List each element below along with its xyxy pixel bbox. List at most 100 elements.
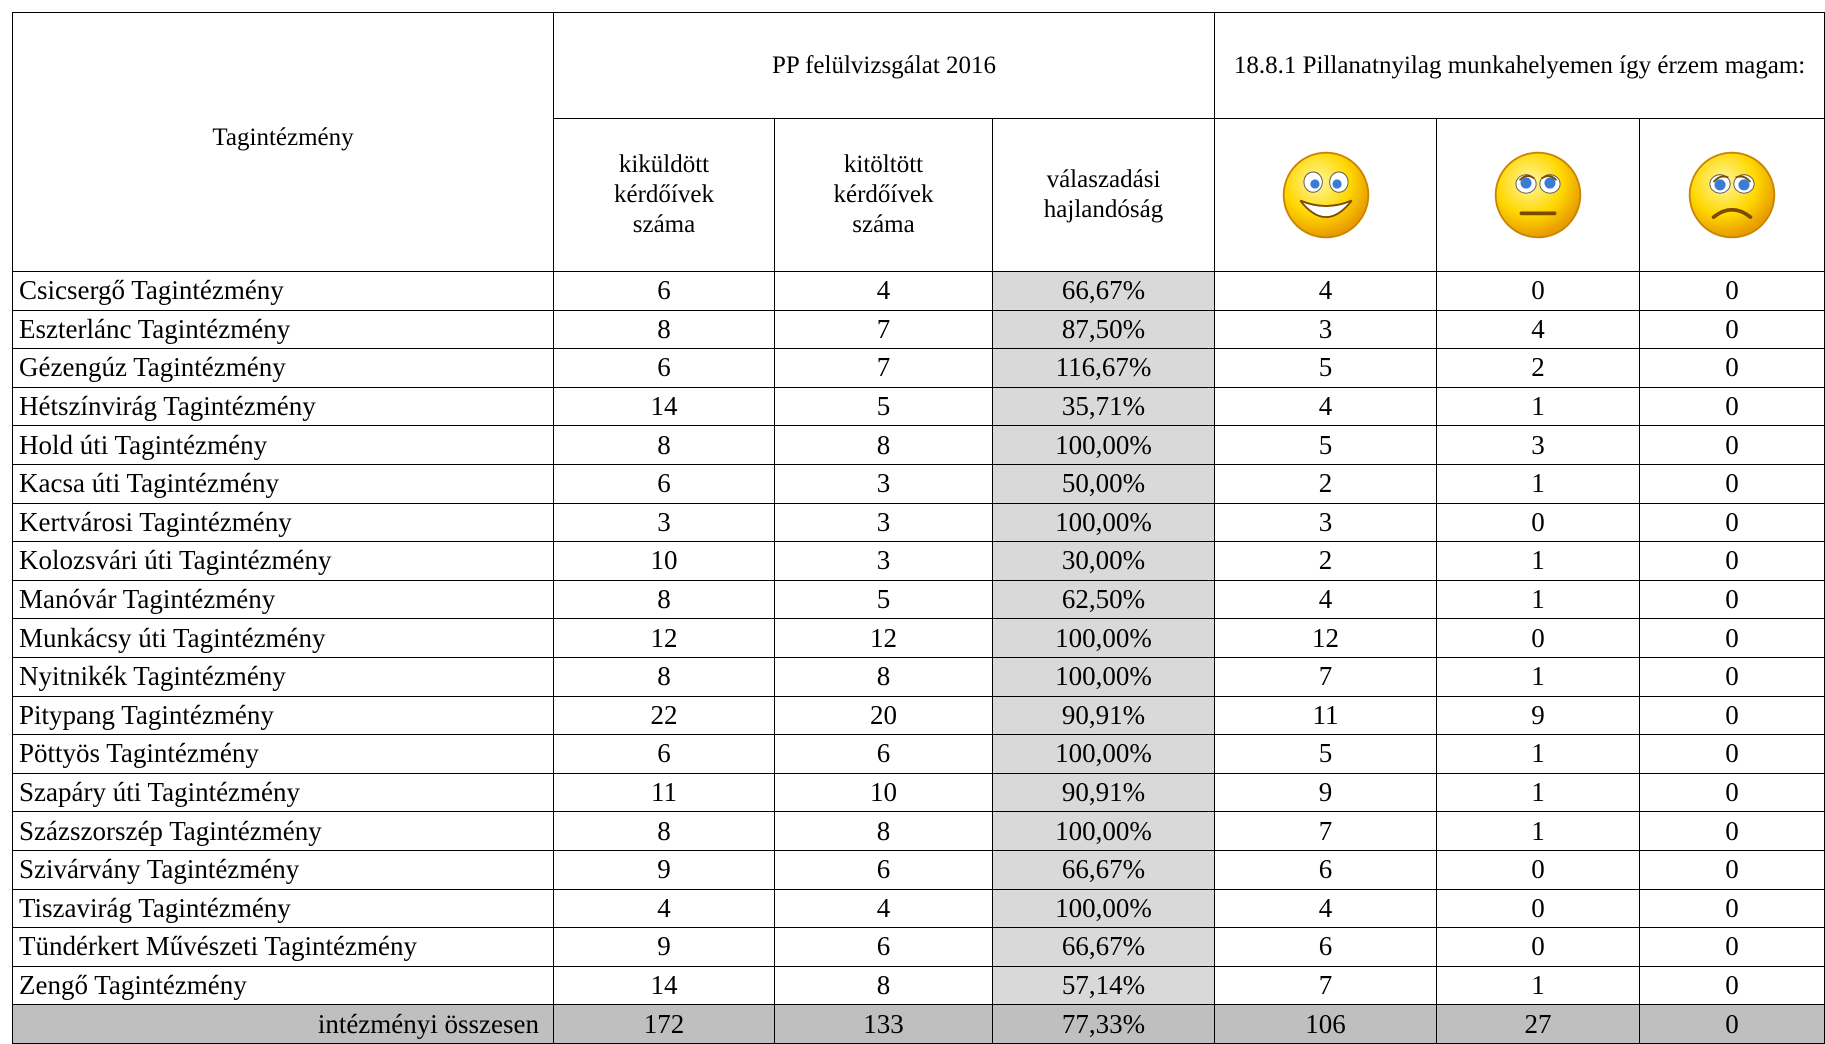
cell: 1 <box>1436 579 1641 620</box>
cell: 57,14% <box>991 965 1216 1006</box>
data-row: Munkácsy úti Tagintézmény 12 12 100,00% 12 0 0 <box>12 618 1825 658</box>
cell: 10 <box>553 541 775 581</box>
cell: 3 <box>553 502 775 543</box>
smiley-header <box>1214 118 1438 272</box>
row-label: Manóvár Tagintézmény <box>12 579 554 620</box>
cell: 4 <box>774 888 993 929</box>
row-label: Szapáry úti Tagintézmény <box>12 772 554 813</box>
cell: 0 <box>1639 425 1825 465</box>
row-label: Pöttyös Tagintézmény <box>12 734 554 774</box>
cell: 11 <box>1214 695 1438 736</box>
table-body: Csicsergő Tagintézmény 6 4 66,67% 4 0 0 Eszterl… <box>12 271 1825 1044</box>
cell: 14 <box>553 386 775 427</box>
cell: 6 <box>1214 849 1438 890</box>
cell: 9 <box>553 849 775 890</box>
column-header: kitöltött kérdőívek száma <box>774 118 993 272</box>
cell: 0 <box>1639 579 1825 620</box>
cell: 0 <box>1639 309 1825 350</box>
cell: 0 <box>1639 541 1825 581</box>
row-label: Zengő Tagintézmény <box>12 965 554 1006</box>
cell: 2 <box>1436 348 1641 388</box>
cell: 12 <box>1214 618 1438 658</box>
cell: 3 <box>1436 425 1641 465</box>
data-row: Szapáry úti Tagintézmény 11 10 90,91% 9 1 0 <box>12 772 1825 813</box>
cell: 35,71% <box>991 386 1216 427</box>
cell: 12 <box>774 618 993 658</box>
cell: 8 <box>553 309 775 350</box>
cell: 0 <box>1436 888 1641 929</box>
row-label-header: Tagintézmény <box>12 12 554 272</box>
cell: 5 <box>1214 734 1438 774</box>
row-label: Pitypang Tagintézmény <box>12 695 554 736</box>
data-row: Tündérkert Művészeti Tagintézmény 9 6 66,67… <box>12 927 1825 967</box>
header-row: kiküldött kérdőívek száma kitöltött kérd… <box>13 118 1825 272</box>
cell: 8 <box>553 425 775 465</box>
data-row: Hétszínvirág Tagintézmény 14 5 35,71% 4 1 0 <box>12 386 1825 427</box>
cell: 0 <box>1639 772 1825 813</box>
cell: 0 <box>1639 386 1825 427</box>
cell: 0 <box>1639 888 1825 929</box>
cell: 6 <box>1214 927 1438 967</box>
row-label: Kacsa úti Tagintézmény <box>12 463 554 504</box>
cell: 14 <box>553 965 775 1006</box>
cell: 90,91% <box>991 695 1216 736</box>
cell: 5 <box>774 579 993 620</box>
cell: 1 <box>1436 772 1641 813</box>
data-row: Tiszavirág Tagintézmény 4 4 100,00% 4 0 0 <box>12 888 1825 929</box>
cell: 4 <box>1214 386 1438 427</box>
cell: 3 <box>1214 502 1438 543</box>
group-header: 18.8.1 Pillanatnyilag munkahelyemen így … <box>1214 12 1825 119</box>
row-label: Szivárvány Tagintézmény <box>12 849 554 890</box>
cell: 6 <box>553 734 775 774</box>
data-row: Szivárvány Tagintézmény 9 6 66,67% 6 0 0 <box>12 849 1825 890</box>
cell: 4 <box>1436 309 1641 350</box>
column-header: válaszadási hajlandóság <box>991 118 1216 272</box>
cell: 100,00% <box>991 811 1216 851</box>
cell: 0 <box>1436 271 1641 311</box>
cell: 8 <box>774 656 993 697</box>
cell: 3 <box>774 463 993 504</box>
cell: 9 <box>1436 695 1641 736</box>
cell: 6 <box>553 348 775 388</box>
row-label: Hold úti Tagintézmény <box>12 425 554 465</box>
cell: 90,91% <box>991 772 1216 813</box>
cell: 6 <box>553 463 775 504</box>
row-label: Hétszínvirág Tagintézmény <box>12 386 554 427</box>
cell: 8 <box>553 811 775 851</box>
cell: 7 <box>1214 965 1438 1006</box>
cell: 7 <box>774 309 993 350</box>
row-label: Kertvárosi Tagintézmény <box>12 502 554 543</box>
cell: 6 <box>774 927 993 967</box>
cell: 2 <box>1214 463 1438 504</box>
cell: 4 <box>1214 888 1438 929</box>
cell: 8 <box>774 965 993 1006</box>
data-row: Pitypang Tagintézmény 22 20 90,91% 11 9 0 <box>12 695 1825 736</box>
cell: 1 <box>1436 463 1641 504</box>
cell: 0 <box>1436 849 1641 890</box>
cell: 2 <box>1214 541 1438 581</box>
cell: 1 <box>1436 541 1641 581</box>
smiley-header <box>1639 118 1825 272</box>
data-row: Manóvár Tagintézmény 8 5 62,50% 4 1 0 <box>12 579 1825 620</box>
cell: 100,00% <box>991 734 1216 774</box>
cell: 6 <box>774 849 993 890</box>
cell: 0 <box>1639 348 1825 388</box>
cell: 11 <box>553 772 775 813</box>
row-label: Munkácsy úti Tagintézmény <box>12 618 554 658</box>
cell: 1 <box>1436 656 1641 697</box>
data-row: Kolozsvári úti Tagintézmény 10 3 30,00% 2 1 0 <box>12 541 1825 581</box>
cell: 87,50% <box>991 309 1216 350</box>
cell: 4 <box>553 888 775 929</box>
cell: 7 <box>1214 656 1438 697</box>
cell: 100,00% <box>991 618 1216 658</box>
cell: 6 <box>774 734 993 774</box>
cell: 0 <box>1639 656 1825 697</box>
cell: 8 <box>774 811 993 851</box>
cell: 1 <box>1436 811 1641 851</box>
cell: 3 <box>1214 309 1438 350</box>
data-row: Százszorszép Tagintézmény 8 8 100,00% 7 1 0 <box>12 811 1825 851</box>
cell: 0 <box>1639 734 1825 774</box>
row-label: Százszorszép Tagintézmény <box>12 811 554 851</box>
cell: 0 <box>1639 965 1825 1006</box>
cell: 6 <box>553 271 775 311</box>
